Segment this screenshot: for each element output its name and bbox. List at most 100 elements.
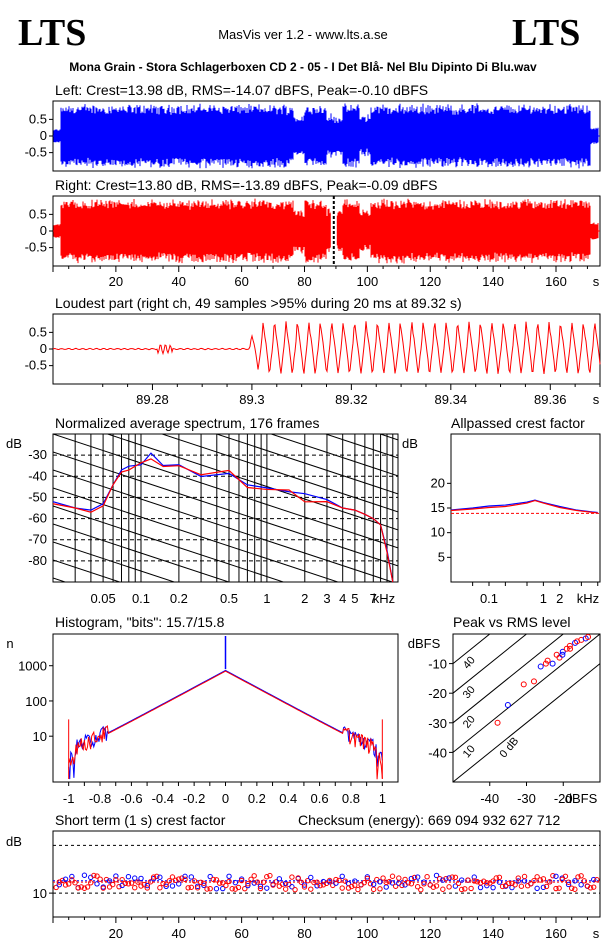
y-tick-label: -10 [428,657,447,672]
slope-line [324,434,398,459]
shortterm-point-right [581,878,587,884]
shortterm-point-left [163,883,169,890]
y-axis-label: dB [6,834,22,849]
crest-diagonals [453,634,600,782]
shortterm-point-left [314,883,320,889]
shortterm-point-left [138,875,144,882]
x-tick-label: 160 [545,274,567,289]
shortterm-point-right [188,884,195,890]
shortterm-point-right [103,876,110,883]
shortterm-point-left [484,882,490,889]
y-tick-label: -0.5 [25,240,47,255]
x-tick-label: 160 [545,926,567,941]
peakrms-point [567,645,574,652]
shortterm-point-left [226,873,232,880]
x-tick-label: 89.3 [239,392,264,407]
shortterm-point-right [333,876,339,883]
x-tick-label: 89.28 [136,392,169,407]
y-tick-label: 0.5 [29,206,47,221]
peakrms-point [494,719,501,726]
shortterm-point-left [383,884,389,890]
histogram-left-line [68,669,383,780]
x-tick-label: -0.8 [89,791,111,806]
y-tick-label: 0.5 [29,111,47,126]
shortterm-point-right [166,878,173,884]
shortterm-point-right [414,884,421,890]
shortterm-point-right [235,884,242,891]
shortterm-point-right [556,885,562,891]
right-title: Right: Crest=13.80 dB, RMS=-13.89 dBFS, … [55,177,437,193]
slope-line [215,434,398,495]
shortterm-point-right [405,880,411,886]
x-tick-label: 89.34 [435,392,468,407]
shortterm-point-left [276,876,283,882]
y-tick-label: -30 [428,716,447,731]
shortterm-point-right [260,879,267,885]
loudest-title: Loudest part (right ch, 49 samples >95% … [55,295,462,311]
shortterm-point-left [251,880,257,886]
slope-line [53,487,340,582]
shortterm-point-right [72,880,78,886]
y-tick-label: -80 [28,553,47,568]
shortterm-point-right [207,886,213,892]
y-tick-label: -40 [28,468,47,483]
shortterm-point-right [81,885,88,891]
shortterm-point-right [229,886,235,892]
shortterm-point-right [493,875,499,881]
shortterm-frame [52,830,601,918]
shortterm-point-right [220,880,226,886]
shortterm-point-right [547,879,553,885]
shortterm-point-right [433,883,440,889]
shortterm-point-left [471,874,477,880]
shortterm-point-left [408,875,415,882]
shortterm-point-right [490,878,496,884]
shortterm-point-right [110,881,116,888]
y-tick-label: 20 [431,475,445,490]
diagonal-label: 20 [461,714,478,731]
shortterm-point-right [569,885,575,891]
x-unit-label: kHz [373,591,395,606]
shortterm-point-left [333,880,339,886]
peakrms-point [537,663,544,670]
shortterm-point-right [84,884,91,890]
shortterm-point-right [462,886,468,892]
shortterm-point-right [380,875,386,881]
y-tick-label: -70 [28,532,47,547]
y-tick-label: 0 [40,223,47,238]
shortterm-point-right [509,880,515,886]
shortterm-point-left [213,886,220,892]
y-tick-label: 0 [40,341,47,356]
shortterm-point-right [528,881,534,887]
loudest-waveform [52,321,601,375]
x-tick-label: 0.2 [170,591,188,606]
shortterm-point-right [163,881,169,887]
x-tick-label: 40 [172,926,186,941]
y-axis-label: dB [402,436,418,451]
y-tick-label: 10 [33,886,47,901]
shortterm-point-left [433,872,440,879]
shortterm-point-right [308,886,314,892]
x-tick-label: 120 [419,274,441,289]
slope-line [269,434,398,477]
shortterm-point-left [578,882,584,888]
shortterm-point-right [62,882,69,888]
spectrum-frame [52,433,399,583]
peakrms-point [566,642,573,649]
shortterm-point-right [295,875,301,881]
y-tick-label: 100 [25,694,47,709]
x-tick-label: 80 [297,274,311,289]
shortterm-point-right [575,874,581,880]
peakrms-title: Peak vs RMS level [453,614,570,630]
shortterm-point-left [257,883,264,889]
shortterm-point-right [392,883,399,889]
x-tick-label: 40 [172,274,186,289]
shortterm-point-left [201,882,207,888]
slope-line [160,434,398,513]
shortterm-point-right [402,876,408,883]
shortterm-point-right [141,881,147,888]
shortterm-point-right [97,876,103,882]
shortterm-point-right [248,876,254,882]
logo-right: LTS [512,12,580,54]
shortterm-point-right [122,880,129,886]
